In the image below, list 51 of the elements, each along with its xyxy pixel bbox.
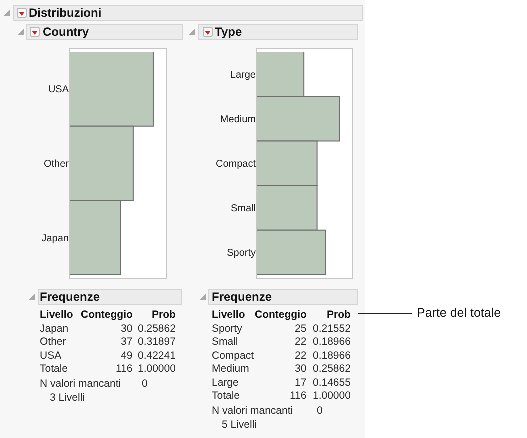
text: 3 Livelli: [50, 392, 86, 404]
category-label: Sporty: [212, 322, 242, 334]
y-tick-label: Other: [44, 159, 70, 170]
y-tick-label: Japan: [42, 233, 69, 244]
text: Prob: [152, 309, 176, 321]
text: Livello: [212, 309, 246, 321]
chart-title: Type: [215, 25, 242, 39]
y-tick-label: USA: [48, 84, 70, 96]
data-label: 37: [121, 336, 133, 348]
text: 0: [142, 378, 148, 390]
data-label: 116: [116, 363, 133, 375]
data-label: 22: [295, 336, 307, 348]
category-label: Totale: [40, 363, 68, 375]
data-label: 0.14655: [313, 376, 351, 388]
y-tick-label: Sporty: [227, 248, 256, 260]
y-tick-label: Compact: [216, 159, 256, 170]
data-label: 116: [290, 390, 307, 402]
data-label: 25: [295, 322, 307, 334]
chart-title: Country: [43, 25, 89, 39]
data-label: 0.25862: [138, 322, 176, 334]
text: Conteggio: [81, 309, 133, 321]
data-label: 17: [295, 376, 307, 388]
y-tick-label: Small: [230, 204, 256, 215]
data-label: 30: [295, 363, 307, 375]
text: 5 Livelli: [222, 419, 258, 431]
data-label: 0.25862: [313, 363, 351, 375]
text: N valori mancanti: [40, 378, 122, 390]
y-tick-label: Medium: [220, 114, 256, 126]
text: Distribuzioni: [29, 6, 102, 20]
data-label: 0.18966: [313, 350, 351, 362]
data-label: 49: [121, 350, 133, 362]
data-label: 1.00000: [138, 363, 176, 375]
data-label: 0.42241: [138, 350, 176, 362]
data-label: 0.18966: [313, 336, 351, 348]
data-label: 1.00000: [313, 390, 351, 402]
text: 0: [317, 404, 323, 416]
text: Prob: [327, 309, 351, 321]
category-label: Totale: [212, 390, 240, 402]
category-label: Large: [212, 376, 239, 388]
y-tick-label: Large: [230, 70, 256, 81]
text: N valori mancanti: [212, 404, 294, 416]
text: Frequenze: [40, 290, 100, 304]
text: Parte del totale: [417, 306, 502, 320]
category-label: Small: [212, 336, 238, 348]
data-label: 22: [295, 350, 307, 362]
data-label: 0.31897: [138, 336, 176, 348]
text: Frequenze: [212, 290, 272, 304]
data-label: 30: [121, 322, 133, 334]
text: Livello: [40, 309, 74, 321]
text: Conteggio: [255, 309, 307, 321]
data-label: 0.21552: [313, 322, 351, 334]
